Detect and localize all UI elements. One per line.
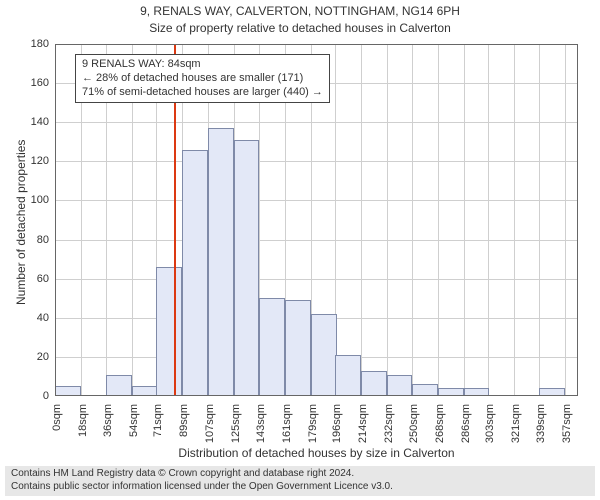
- y-tick-label: 100: [31, 194, 55, 206]
- y-tick-label: 60: [37, 273, 55, 285]
- x-tick-label: 214sqm: [357, 396, 369, 443]
- x-tick-label: 232sqm: [383, 396, 395, 443]
- x-tick-label: 54sqm: [128, 396, 140, 437]
- footer-line2: Contains public sector information licen…: [11, 481, 589, 494]
- x-tick-label: 71sqm: [152, 396, 164, 437]
- chart-subtitle: Size of property relative to detached ho…: [0, 21, 600, 35]
- y-tick-label: 20: [37, 351, 55, 363]
- x-tick-label: 36sqm: [102, 396, 114, 437]
- y-tick-label: 180: [31, 38, 55, 50]
- x-tick-label: 339sqm: [535, 396, 547, 443]
- annotation-box: 9 RENALS WAY: 84sqm ← 28% of detached ho…: [75, 54, 330, 103]
- plot-area: 020406080100120140160180 0sqm18sqm36sqm5…: [55, 44, 578, 396]
- x-tick-label: 179sqm: [307, 396, 319, 443]
- y-tick-label: 140: [31, 116, 55, 128]
- y-tick-label: 120: [31, 155, 55, 167]
- x-tick-label: 161sqm: [281, 396, 293, 443]
- annotation-line3: 71% of semi-detached houses are larger (…: [82, 86, 323, 100]
- x-tick-label: 0sqm: [51, 396, 63, 431]
- footer: Contains HM Land Registry data © Crown c…: [5, 466, 595, 496]
- x-tick-label: 321sqm: [510, 396, 522, 443]
- y-tick-label: 80: [37, 234, 55, 246]
- x-tick-label: 286sqm: [460, 396, 472, 443]
- x-axis-label: Distribution of detached houses by size …: [55, 446, 578, 460]
- y-tick-label: 40: [37, 312, 55, 324]
- y-tick-label: 160: [31, 77, 55, 89]
- annotation-line1: 9 RENALS WAY: 84sqm: [82, 58, 323, 72]
- x-tick-label: 18sqm: [77, 396, 89, 437]
- x-tick-label: 125sqm: [230, 396, 242, 443]
- x-tick-label: 196sqm: [331, 396, 343, 443]
- x-tick-label: 89sqm: [178, 396, 190, 437]
- x-tick-label: 250sqm: [408, 396, 420, 443]
- x-tick-label: 107sqm: [204, 396, 216, 443]
- footer-line1: Contains HM Land Registry data © Crown c…: [11, 468, 589, 481]
- annotation-line2: ← 28% of detached houses are smaller (17…: [82, 72, 323, 86]
- y-axis-label: Number of detached properties: [14, 140, 28, 305]
- x-tick-label: 357sqm: [561, 396, 573, 443]
- x-tick-label: 268sqm: [434, 396, 446, 443]
- x-tick-label: 143sqm: [255, 396, 267, 443]
- chart-title: 9, RENALS WAY, CALVERTON, NOTTINGHAM, NG…: [0, 4, 600, 18]
- x-tick-label: 303sqm: [484, 396, 496, 443]
